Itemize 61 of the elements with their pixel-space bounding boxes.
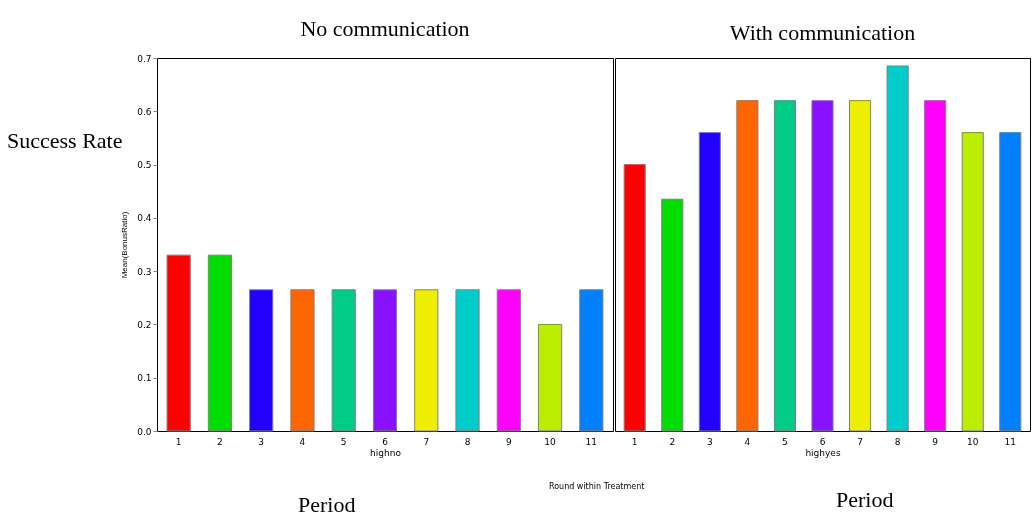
y-tick-label: 0.4: [137, 213, 152, 224]
x-tick-label: 5: [340, 436, 347, 447]
bar: [848, 100, 872, 432]
bar: [290, 289, 315, 432]
bar: [623, 164, 646, 432]
y-tick-label: 0.5: [137, 160, 152, 171]
bar: [537, 323, 563, 432]
x-tick-label: 7: [857, 436, 863, 447]
text: Round within Treatment: [549, 482, 645, 491]
y-tick-label: 0.1: [137, 373, 152, 384]
x-tick-label: 2: [217, 436, 223, 447]
bar: [736, 100, 759, 432]
bar: [455, 289, 480, 432]
x-tick-label: 7: [423, 436, 430, 447]
bar: [924, 100, 947, 432]
x-axis-title: highno: [370, 447, 402, 458]
bar: [579, 289, 604, 432]
x-tick-label: 2: [669, 436, 676, 447]
x-tick-label: 6: [819, 436, 826, 447]
x-tick-label: 1: [175, 436, 182, 447]
bar: [773, 100, 797, 432]
y-tick-label: 0.3: [137, 266, 152, 277]
x-tick-label: 9: [505, 436, 512, 447]
x-tick-label: 11: [1004, 436, 1017, 447]
y-tick-label: 0.6: [137, 106, 152, 117]
chart-title: No communication: [300, 16, 470, 41]
bar: [811, 100, 834, 432]
x-tick-label: 8: [464, 436, 471, 447]
x-tick-label: 6: [382, 436, 389, 447]
y-tick-label: 0.2: [137, 319, 152, 330]
x-tick-label: 8: [894, 436, 901, 447]
x-tick-label: 11: [585, 436, 598, 447]
bar: [372, 289, 398, 432]
bar: [414, 289, 439, 432]
x-tick-label: 10: [544, 436, 557, 447]
x-tick-label: 3: [706, 436, 713, 447]
bar: [661, 198, 684, 432]
bar: [496, 289, 521, 432]
bar: [207, 254, 233, 432]
x-axis-title: highyes: [805, 447, 841, 458]
x-tick-label: 4: [299, 436, 306, 447]
bar: [886, 65, 909, 432]
text: Period: [836, 487, 894, 513]
bar: [961, 132, 984, 432]
x-tick-label: 4: [744, 436, 751, 447]
bar: [249, 289, 274, 432]
x-tick-label: 3: [258, 436, 265, 447]
x-tick-label: 10: [967, 436, 979, 447]
y-tick-label: 0.0: [137, 426, 152, 437]
text: Period: [298, 492, 356, 518]
bar: [331, 289, 356, 432]
bar: [999, 132, 1022, 432]
x-tick-label: 5: [782, 436, 788, 447]
text: Success Rate: [7, 128, 123, 154]
x-tick-label: 1: [631, 436, 638, 447]
y-axis-title: Mean(BonusRatio): [120, 211, 130, 279]
chart-title: With communication: [729, 20, 916, 45]
bar: [698, 132, 721, 432]
x-tick-label: 9: [932, 436, 939, 447]
y-tick-label: 0.7: [137, 53, 152, 64]
bar: [166, 254, 191, 432]
